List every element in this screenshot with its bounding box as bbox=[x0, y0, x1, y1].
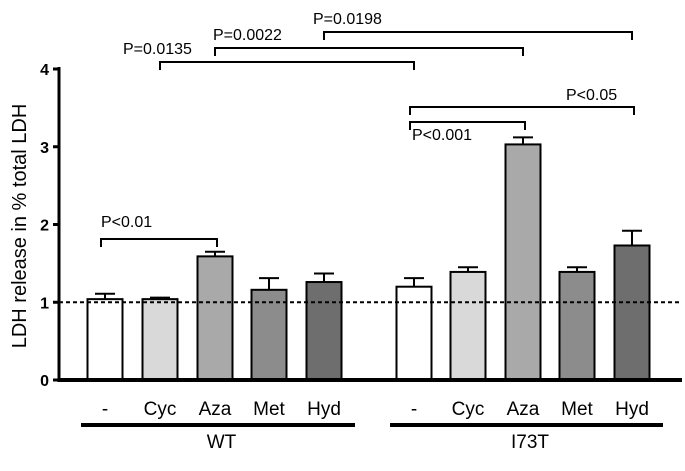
y-axis-label: LDH release in % total LDH bbox=[9, 104, 31, 349]
category-label: Aza bbox=[507, 399, 540, 420]
y-tick-label: 2 bbox=[40, 218, 49, 235]
p-value-label: P<0.05 bbox=[566, 87, 617, 104]
significance-bracket bbox=[214, 47, 524, 56]
category-label: - bbox=[411, 399, 417, 420]
bar-WT-3 bbox=[250, 288, 288, 381]
significance-bracket bbox=[100, 238, 218, 247]
group-label: WT bbox=[207, 432, 237, 453]
y-tick-label: 3 bbox=[40, 140, 49, 157]
bar-I73T-4 bbox=[613, 244, 651, 381]
bar-I73T-0 bbox=[395, 285, 433, 382]
category-label: Cyc bbox=[452, 399, 485, 420]
category-label: Met bbox=[253, 399, 285, 420]
p-value-label: P=0.0022 bbox=[213, 27, 282, 44]
bar-I73T-3 bbox=[558, 270, 596, 381]
significance-bracket bbox=[409, 106, 635, 115]
significance-bracket bbox=[323, 31, 633, 40]
category-label: Aza bbox=[199, 399, 232, 420]
group-label: I73T bbox=[511, 432, 549, 453]
p-value-label: P=0.0135 bbox=[123, 41, 192, 58]
bar-I73T-1 bbox=[449, 270, 487, 381]
significance-bracket bbox=[409, 121, 526, 130]
bar-WT-2 bbox=[196, 255, 234, 381]
y-tick-label: 1 bbox=[40, 295, 49, 312]
significance-bracket bbox=[159, 61, 415, 70]
bar-WT-1 bbox=[141, 298, 179, 382]
p-value-label: P<0.01 bbox=[101, 214, 152, 231]
p-value-label: P=0.0198 bbox=[313, 11, 382, 28]
bar-I73T-2 bbox=[504, 143, 542, 381]
y-tick-label: 0 bbox=[40, 373, 49, 390]
bar-WT-0 bbox=[86, 298, 124, 382]
category-label: Hyd bbox=[615, 399, 649, 420]
category-label: Hyd bbox=[307, 399, 341, 420]
y-tick-label: 4 bbox=[40, 62, 49, 79]
p-value-label: P<0.001 bbox=[412, 127, 472, 144]
category-label: Met bbox=[561, 399, 593, 420]
category-label: Cyc bbox=[144, 399, 177, 420]
bar-WT-4 bbox=[305, 281, 343, 381]
category-label: - bbox=[102, 399, 108, 420]
